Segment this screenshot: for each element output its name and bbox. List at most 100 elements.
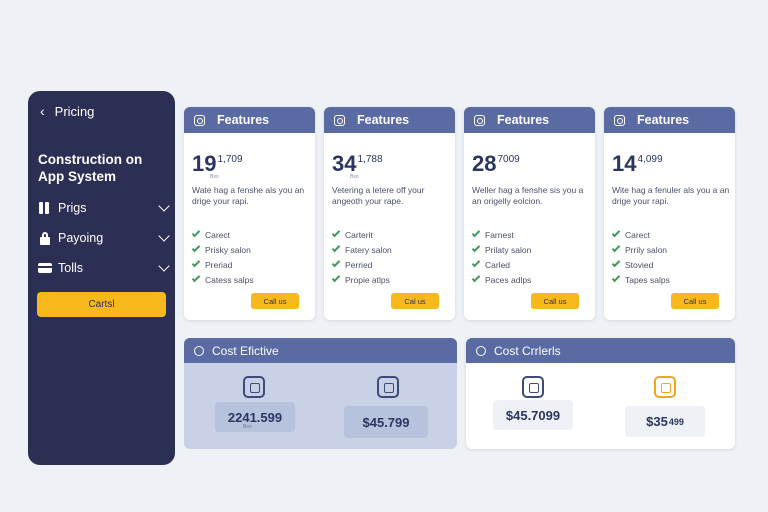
feature-label: Preriad — [205, 259, 233, 270]
features-icon — [614, 114, 625, 126]
card-header: Features — [464, 107, 595, 133]
list-item: Carterit — [331, 227, 392, 242]
list-item: Stovied — [611, 257, 670, 272]
feature-label: Carled — [485, 259, 511, 270]
feature-list: Carterit Fatery salon Perried Propie atl… — [331, 227, 392, 287]
list-item: Preriad — [191, 257, 254, 272]
check-icon — [471, 228, 481, 238]
panel-header: Cost Efictive — [184, 338, 457, 363]
building-icon — [243, 376, 265, 398]
feature-label: Stovied — [625, 259, 654, 270]
pricing-card-3: Features 28 7009 Weller hag a fenshe sis… — [464, 107, 595, 320]
feature-label: Paces adlps — [485, 274, 532, 285]
pricing-card-2: Features 34 1,788 Bso Vetering a letere … — [324, 107, 455, 320]
circle-icon — [476, 345, 486, 356]
check-icon — [331, 243, 341, 253]
feature-label: Carterit — [345, 229, 373, 240]
price-fraction: 4,099 — [637, 154, 663, 165]
feature-label: Farnest — [485, 229, 514, 240]
features-icon — [474, 114, 485, 126]
price-box-value: 2241.599 — [227, 409, 283, 425]
sidebar-item-label: Payoing — [58, 231, 104, 245]
list-item: Prisky salon — [191, 242, 254, 257]
check-icon — [611, 243, 621, 253]
box-icon — [38, 261, 52, 275]
price-fraction: 1,788 — [357, 154, 383, 165]
check-icon — [471, 273, 481, 283]
check-icon — [611, 273, 621, 283]
price-main: 19 — [192, 151, 217, 176]
chevron-down-icon — [158, 230, 170, 242]
price-sub: Bso — [350, 174, 359, 180]
sidebar-item-payoing[interactable]: Payoing — [38, 229, 170, 247]
sidebar-item-tolls[interactable]: Tolls — [38, 259, 170, 277]
check-icon — [331, 258, 341, 268]
price-sub: Bso — [210, 174, 219, 180]
call-us-button[interactable]: Call us — [671, 293, 719, 309]
card-description: Wate hag a fenshe als you an drige your … — [192, 185, 305, 206]
chevron-left-icon: ‹ — [40, 103, 45, 119]
pricing-card-4: Features 14 4,099 Wite hag a fenuler als… — [604, 107, 735, 320]
list-item: Fatery salon — [331, 242, 392, 257]
cost-criteria-panel: Cost Crrlerls $45.7099 $35 499 — [466, 338, 735, 449]
pricing-card-1: Features 19 1,709 Bso Wate hag a fenshe … — [184, 107, 315, 320]
circle-icon — [194, 345, 204, 356]
check-icon — [331, 273, 341, 283]
list-item: Perried — [331, 257, 392, 272]
price-box-value: $45.799 — [362, 414, 410, 430]
check-icon — [191, 228, 201, 238]
list-item: Carect — [191, 227, 254, 242]
check-icon — [611, 258, 621, 268]
check-icon — [471, 258, 481, 268]
check-icon — [471, 243, 481, 253]
price-fraction: 7009 — [497, 154, 520, 165]
chevron-down-icon — [158, 200, 170, 212]
list-item: Tapes salps — [611, 272, 670, 287]
list-item: Carled — [471, 257, 531, 272]
sidebar-item-prigs[interactable]: Prigs — [38, 199, 170, 217]
chevron-down-icon — [158, 260, 170, 272]
card-price: 19 1,709 — [192, 151, 243, 177]
back-link[interactable]: ‹ Pricing — [40, 103, 94, 119]
card-header-label: Features — [357, 113, 410, 127]
check-icon — [191, 243, 201, 253]
cost-effective-panel: Cost Efictive 2241.599 Bso $45.799 — [184, 338, 457, 449]
card-header-label: Features — [637, 113, 690, 127]
feature-label: Prilaty salon — [485, 244, 532, 255]
feature-label: Carect — [205, 229, 231, 240]
sidebar: ‹ Pricing Construction on App System Pri… — [28, 91, 175, 465]
check-icon — [611, 228, 621, 238]
list-item: Catess salps — [191, 272, 254, 287]
tag-icon — [654, 376, 676, 398]
feature-label: Catess salps — [205, 274, 254, 285]
sidebar-title: Construction on App System — [38, 152, 143, 184]
feature-label: Carect — [625, 229, 651, 240]
card-price: 14 4,099 — [612, 151, 663, 177]
call-us-button[interactable]: Cal us — [391, 293, 439, 309]
feature-label: Prrily salon — [625, 244, 668, 255]
feature-label: Prisky salon — [205, 244, 251, 255]
list-item: Paces adlps — [471, 272, 532, 287]
price-box: 2241.599 — [215, 402, 295, 432]
panel-header-label: Cost Crrlerls — [494, 343, 561, 358]
check-icon — [191, 258, 201, 268]
sidebar-cta-button[interactable]: Cartsl — [37, 292, 166, 317]
list-item: Prilaty salon — [471, 242, 532, 257]
feature-label: Tapes salps — [625, 274, 670, 285]
price-box-sub: Bso — [243, 424, 252, 430]
feature-label: Propie atlps — [345, 274, 390, 285]
price-box: $35 499 — [625, 406, 705, 437]
panel-header: Cost Crrlerls — [466, 338, 735, 363]
check-icon — [331, 228, 341, 238]
price-box: $45.799 — [344, 406, 428, 438]
call-us-button[interactable]: Call us — [531, 293, 579, 309]
call-us-button[interactable]: Call us — [251, 293, 299, 309]
price-box: $45.7099 — [493, 400, 573, 430]
card-header: Features — [184, 107, 315, 133]
list-item: Carect — [611, 227, 670, 242]
feature-label: Perried — [345, 259, 373, 270]
list-item: Farnest — [471, 227, 531, 242]
feature-list: Carect Prrily salon Stovied Tapes salps — [611, 227, 670, 287]
price-box-value: $45.7099 — [505, 407, 561, 423]
sidebar-item-label: Tolls — [58, 261, 84, 275]
